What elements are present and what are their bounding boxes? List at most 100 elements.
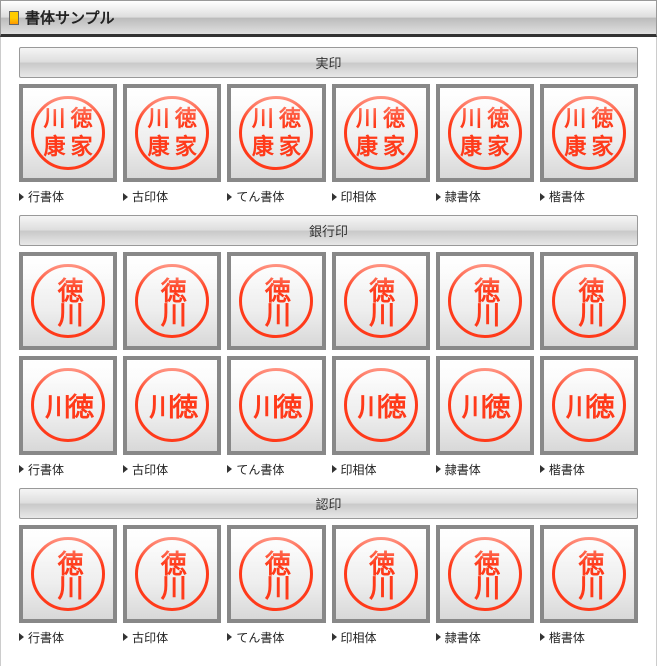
seal-box: 徳川 bbox=[540, 252, 638, 350]
font-label: 古印体 bbox=[123, 188, 221, 205]
font-label: てん書体 bbox=[227, 629, 325, 646]
seal-cell: 徳川 bbox=[19, 525, 117, 623]
seal-box: 川徳 bbox=[332, 356, 430, 454]
seal-row: 川徳川徳川徳川徳川徳川徳 bbox=[19, 356, 638, 454]
font-label-text: てん書体 bbox=[236, 461, 284, 478]
seal-cell: 徳川家康 bbox=[19, 84, 117, 182]
font-label: 楷書体 bbox=[540, 461, 638, 478]
seal-cell: 川徳 bbox=[19, 356, 117, 454]
seal-cell: 徳川 bbox=[123, 525, 221, 623]
seal-char: 川 bbox=[353, 106, 380, 133]
arrow-icon bbox=[436, 465, 441, 473]
seal-circle: 川徳 bbox=[135, 368, 209, 442]
arrow-icon bbox=[123, 633, 128, 641]
seal-box: 徳川 bbox=[436, 252, 534, 350]
font-label: 古印体 bbox=[123, 461, 221, 478]
seal-text: 徳川 bbox=[368, 277, 394, 325]
seal-row: 徳川徳川徳川徳川徳川徳川 bbox=[19, 252, 638, 350]
seal-char: 家 bbox=[172, 133, 199, 160]
font-label-text: 隷書体 bbox=[445, 188, 481, 205]
seal-box: 川徳 bbox=[436, 356, 534, 454]
arrow-icon bbox=[436, 633, 441, 641]
font-label: 行書体 bbox=[19, 461, 117, 478]
font-label-text: てん書体 bbox=[236, 629, 284, 646]
font-label-text: 印相体 bbox=[341, 188, 377, 205]
seal-row: 徳川家康徳川家康徳川家康徳川家康徳川家康徳川家康 bbox=[19, 84, 638, 182]
seal-char: 康 bbox=[41, 133, 68, 160]
seal-char: 康 bbox=[145, 133, 172, 160]
arrow-icon bbox=[123, 465, 128, 473]
font-label: てん書体 bbox=[227, 461, 325, 478]
seal-box: 川徳 bbox=[123, 356, 221, 454]
seal-cell: 川徳 bbox=[123, 356, 221, 454]
header-icon bbox=[9, 11, 19, 25]
seal-circle: 徳川 bbox=[31, 537, 105, 611]
seal-row: 徳川徳川徳川徳川徳川徳川 bbox=[19, 525, 638, 623]
seal-box: 徳川家康 bbox=[227, 84, 325, 182]
seal-text: 徳川 bbox=[55, 277, 81, 325]
seal-circle: 徳川 bbox=[448, 537, 522, 611]
seal-cell: 徳川 bbox=[436, 252, 534, 350]
font-label: 楷書体 bbox=[540, 629, 638, 646]
seal-circle: 徳川 bbox=[31, 264, 105, 338]
arrow-icon bbox=[227, 193, 232, 201]
seal-char: 徳 bbox=[172, 106, 199, 133]
font-label-text: 古印体 bbox=[132, 629, 168, 646]
seal-circle: 徳川家康 bbox=[31, 96, 105, 170]
seal-cell: 川徳 bbox=[540, 356, 638, 454]
label-row: 行書体古印体てん書体印相体隷書体楷書体 bbox=[19, 188, 638, 205]
seal-box: 徳川 bbox=[123, 525, 221, 623]
seal-cell: 徳川家康 bbox=[227, 84, 325, 182]
seal-circle: 川徳 bbox=[239, 368, 313, 442]
seal-char: 康 bbox=[353, 133, 380, 160]
seal-box: 徳川家康 bbox=[332, 84, 430, 182]
arrow-icon bbox=[332, 633, 337, 641]
content-area: 実印徳川家康徳川家康徳川家康徳川家康徳川家康徳川家康行書体古印体てん書体印相体隷… bbox=[0, 37, 657, 666]
seal-cell: 徳川 bbox=[332, 525, 430, 623]
seal-cell: 徳川 bbox=[540, 525, 638, 623]
seal-char: 家 bbox=[381, 133, 408, 160]
seal-circle: 徳川 bbox=[344, 537, 418, 611]
section-title: 銀行印 bbox=[19, 215, 638, 246]
seal-cell: 徳川 bbox=[436, 525, 534, 623]
font-label-text: 行書体 bbox=[28, 188, 64, 205]
font-label-text: 印相体 bbox=[341, 461, 377, 478]
seal-cell: 川徳 bbox=[332, 356, 430, 454]
seal-box: 徳川家康 bbox=[123, 84, 221, 182]
seal-cell: 徳川家康 bbox=[123, 84, 221, 182]
font-label-text: 古印体 bbox=[132, 188, 168, 205]
seal-text: 徳川 bbox=[576, 277, 602, 325]
seal-char: 川 bbox=[458, 106, 485, 133]
arrow-icon bbox=[123, 193, 128, 201]
seal-circle: 徳川家康 bbox=[344, 96, 418, 170]
seal-circle: 川徳 bbox=[344, 368, 418, 442]
arrow-icon bbox=[19, 633, 24, 641]
font-label-text: 印相体 bbox=[341, 629, 377, 646]
arrow-icon bbox=[19, 465, 24, 473]
label-row: 行書体古印体てん書体印相体隷書体楷書体 bbox=[19, 461, 638, 478]
font-label: 行書体 bbox=[19, 188, 117, 205]
seal-char: 川 bbox=[41, 106, 68, 133]
seal-box: 徳川 bbox=[332, 252, 430, 350]
seal-char: 家 bbox=[485, 133, 512, 160]
seal-char: 康 bbox=[458, 133, 485, 160]
seal-text: 徳川 bbox=[472, 277, 498, 325]
font-label: 隷書体 bbox=[436, 629, 534, 646]
label-row: 行書体古印体てん書体印相体隷書体楷書体 bbox=[19, 629, 638, 646]
seal-text: 徳川 bbox=[55, 550, 81, 598]
seal-text: 川徳 bbox=[45, 387, 91, 424]
seal-text: 徳川 bbox=[576, 550, 602, 598]
seal-box: 川徳 bbox=[227, 356, 325, 454]
page-header: 書体サンプル bbox=[0, 0, 657, 37]
seal-char: 川 bbox=[249, 106, 276, 133]
seal-box: 徳川 bbox=[19, 252, 117, 350]
seal-box: 徳川家康 bbox=[540, 84, 638, 182]
seal-text: 川徳 bbox=[566, 387, 612, 424]
seal-cell: 徳川 bbox=[227, 252, 325, 350]
seal-circle: 徳川 bbox=[552, 264, 626, 338]
font-label-text: 古印体 bbox=[132, 461, 168, 478]
seal-text: 川徳 bbox=[149, 387, 195, 424]
seal-circle: 川徳 bbox=[552, 368, 626, 442]
seal-circle: 徳川 bbox=[239, 537, 313, 611]
font-label: 印相体 bbox=[332, 629, 430, 646]
